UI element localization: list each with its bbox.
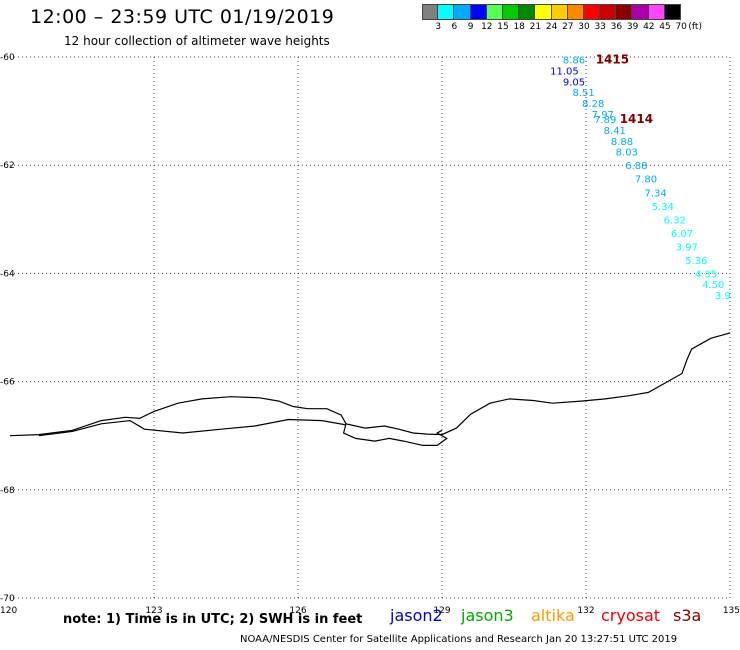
- legend-label-24: 24: [545, 22, 558, 32]
- legend-labels: 3 6 9 12 15 18 21 24 27 30 33 36 39 42 45 70 (ft): [422, 22, 702, 34]
- legend-label-6: 6: [451, 22, 458, 32]
- legend-label-9: 9: [467, 22, 474, 32]
- map-grid: [10, 56, 731, 599]
- swh-label: 7.89: [594, 115, 616, 126]
- page-subtitle: 12 hour collection of altimeter wave hei…: [64, 34, 330, 48]
- axis-labels: 120 123 126 129 132 135 -60 -62 -64 -66 -68 -70: [0, 53, 740, 616]
- footer-credit: NOAA/NESDIS Center for Satellite Applica…: [240, 634, 678, 645]
- legend-swatch-15: [486, 4, 503, 20]
- legend-swatch-42: [632, 4, 649, 20]
- coastline-outer: [9, 332, 731, 437]
- legend-swatch-3: [422, 4, 439, 20]
- pass-number-1414: 1414: [620, 112, 653, 126]
- legend-label-3: 3: [435, 22, 442, 32]
- legend-swatch-12: [470, 4, 487, 20]
- coastline-inner: [38, 418, 347, 437]
- lon-tick-label-126: 126: [289, 606, 306, 616]
- swh-label: 8.86: [563, 56, 585, 67]
- legend-label-18: 18: [513, 22, 525, 32]
- swh-label: 7.97: [592, 110, 614, 121]
- swh-label: 6.07: [671, 229, 693, 240]
- lon-tick-label-135: 135: [723, 606, 740, 616]
- legend-label-27: 27: [562, 22, 574, 32]
- legend-label-30: 30: [578, 22, 590, 32]
- legend-label-36: 36: [610, 22, 623, 32]
- altimeter-tracks: 8.8611.059.058.518.287.977.898.418.888.0…: [550, 53, 731, 302]
- legend-unit: (ft): [688, 22, 702, 32]
- legend-swatch-36: [600, 4, 617, 20]
- lat-tick-label--68: -68: [0, 486, 15, 496]
- legend-swatch-39: [616, 4, 633, 20]
- legend-label-33: 33: [594, 22, 606, 32]
- legend-swatch-30: [567, 4, 584, 20]
- legend-label-42: 42: [643, 22, 655, 32]
- swh-label: 4.50: [702, 280, 724, 291]
- legend-swatches: [422, 4, 681, 20]
- lon-tick-label-129: 129: [433, 606, 450, 616]
- lat-tick-label--70: -70: [0, 594, 15, 604]
- satellite-jason2: jason2: [390, 606, 443, 625]
- coastline-bay: [342, 423, 448, 446]
- swh-label: 3.9: [715, 291, 731, 302]
- swh-label: 7.80: [635, 175, 657, 186]
- legend-swatch-33: [583, 4, 601, 20]
- legend-swatch-21: [519, 4, 536, 20]
- lat-tick-label--62: -62: [0, 161, 15, 171]
- legend-swatch-27: [551, 4, 568, 20]
- coastline: [9, 332, 731, 446]
- pass-1414: 7.898.418.888.03 6.88 7.80 7.34 5.34 6.32 6.07…: [594, 115, 731, 302]
- footer-note: note: 1) Time is in UTC; 2) SWH is in fe…: [63, 612, 363, 627]
- color-legend: 3 6 9 12 15 18 21 24 27 30 33 36 39 42 45 70 (ft): [422, 4, 702, 34]
- legend-swatch-9: [454, 4, 471, 20]
- legend-swatch-6: [438, 4, 455, 20]
- legend-label-70: 70: [675, 22, 687, 32]
- lon-tick-label-132: 132: [577, 606, 594, 616]
- swh-label: 8.03: [616, 148, 638, 159]
- legend-label-12: 12: [481, 22, 493, 32]
- swh-label: 9.05: [563, 77, 585, 88]
- pass-number-1415: 1415: [596, 53, 629, 67]
- legend-swatch-70: [664, 4, 681, 20]
- legend-label-15: 15: [497, 22, 509, 32]
- swh-label: 6.32: [664, 215, 686, 226]
- satellite-altika: altika: [531, 606, 575, 625]
- satellite-s3a: s3a: [673, 606, 702, 625]
- swh-label: 8.28: [582, 99, 604, 110]
- swh-label: 5.34: [652, 202, 674, 213]
- swh-label: 4.35: [695, 269, 717, 280]
- legend-swatch-18: [502, 4, 520, 20]
- legend-swatch-24: [535, 4, 552, 20]
- swh-label: 8.88: [611, 137, 633, 148]
- lon-tick-label-123: 123: [145, 606, 162, 616]
- page-title: 12:00 – 23:59 UTC 01/19/2019: [30, 6, 335, 28]
- swh-label: 8.41: [604, 126, 626, 137]
- legend-label-21: 21: [529, 22, 542, 32]
- swh-label: 6.88: [625, 161, 647, 172]
- lat-tick-label--64: -64: [0, 269, 15, 279]
- swh-label: 8.51: [572, 88, 594, 99]
- legend-label-39: 39: [626, 22, 639, 32]
- satellite-cryosat: cryosat: [601, 606, 661, 625]
- swh-label: 5.36: [685, 256, 707, 267]
- lat-tick-label--60: -60: [0, 53, 15, 63]
- legend-label-45: 45: [659, 22, 671, 32]
- legend-swatch-45: [648, 4, 665, 20]
- lat-tick-label--66: -66: [0, 378, 15, 388]
- lon-tick-label-120: 120: [0, 606, 17, 616]
- swh-label: 3.97: [676, 242, 698, 253]
- satellite-jason3: jason3: [461, 606, 514, 625]
- swh-label: 11.05: [550, 67, 579, 78]
- swh-label: 7.34: [644, 188, 666, 199]
